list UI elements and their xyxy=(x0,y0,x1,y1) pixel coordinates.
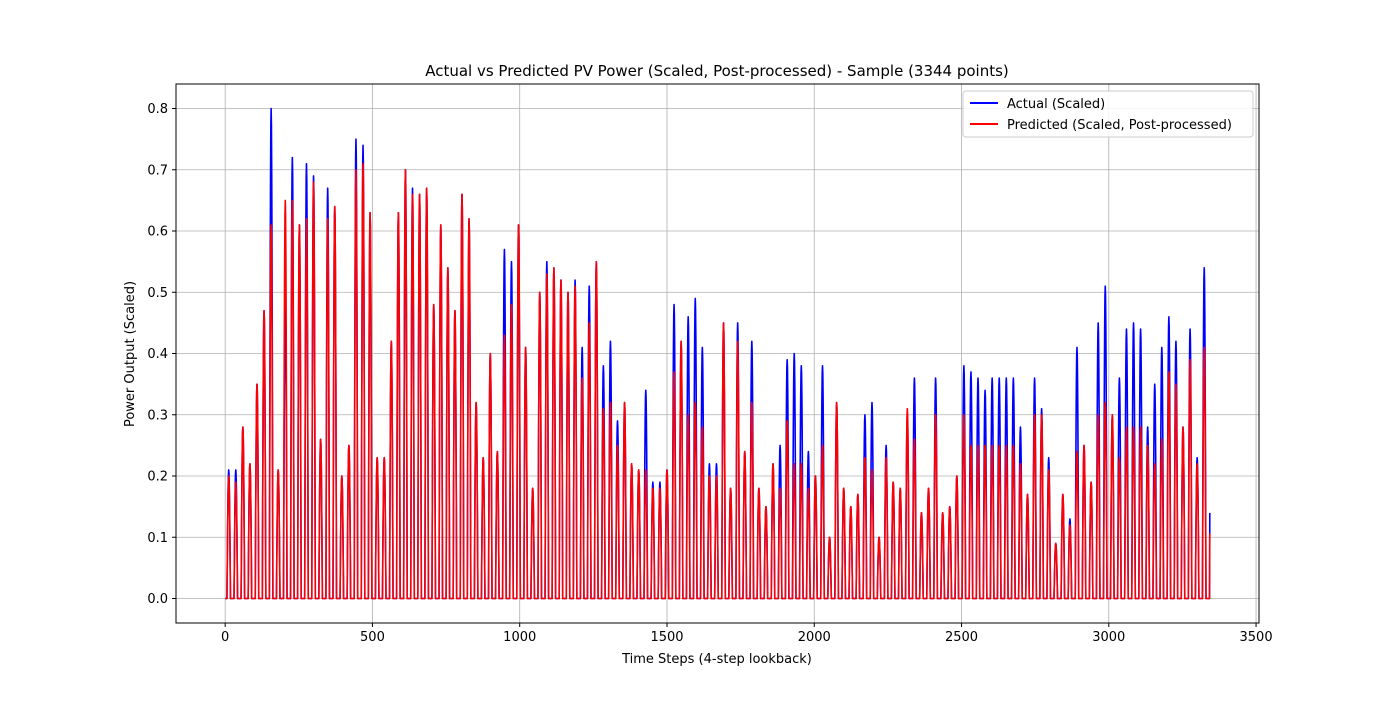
series-line-predicted xyxy=(224,162,1211,600)
y-tick-label: 0.1 xyxy=(147,531,168,546)
legend-label-actual: Actual (Scaled) xyxy=(1007,97,1105,112)
axis-ticks: 0 500 1000 1500 2000 2500 3000 3500 0.0 0.1 0.2 0.3… xyxy=(147,102,1272,645)
y-tick-label: 0.2 xyxy=(147,470,168,485)
y-tick-label: 0.7 xyxy=(147,163,168,178)
y-tick-label: 0.4 xyxy=(147,347,168,362)
y-tick-label: 0.5 xyxy=(147,286,168,301)
y-tick-label: 0.0 xyxy=(147,592,168,607)
x-tick-label: 2500 xyxy=(945,630,978,645)
y-tick-label: 0.6 xyxy=(147,225,168,240)
x-tick-label: 3000 xyxy=(1092,630,1125,645)
y-tick-label: 0.8 xyxy=(147,102,168,117)
y-tick-label: 0.3 xyxy=(147,408,168,423)
x-tick-label: 3500 xyxy=(1240,630,1273,645)
legend-box xyxy=(962,90,1254,138)
series-group xyxy=(224,107,1211,600)
x-tick-label: 500 xyxy=(360,630,385,645)
legend-label-predicted: Predicted (Scaled, Post-processed) xyxy=(1007,118,1232,133)
x-tick-label: 1500 xyxy=(650,630,683,645)
x-tick-label: 1000 xyxy=(503,630,536,645)
x-tick-label: 2000 xyxy=(798,630,831,645)
y-axis-label: Power Output (Scaled) xyxy=(123,281,138,427)
x-tick-label: 0 xyxy=(221,630,229,645)
x-axis-label: Time Steps (4-step lookback) xyxy=(621,652,812,667)
legend: Actual (Scaled) Predicted (Scaled, Post-… xyxy=(962,90,1254,138)
chart-title: Actual vs Predicted PV Power (Scaled, Po… xyxy=(425,62,1009,80)
